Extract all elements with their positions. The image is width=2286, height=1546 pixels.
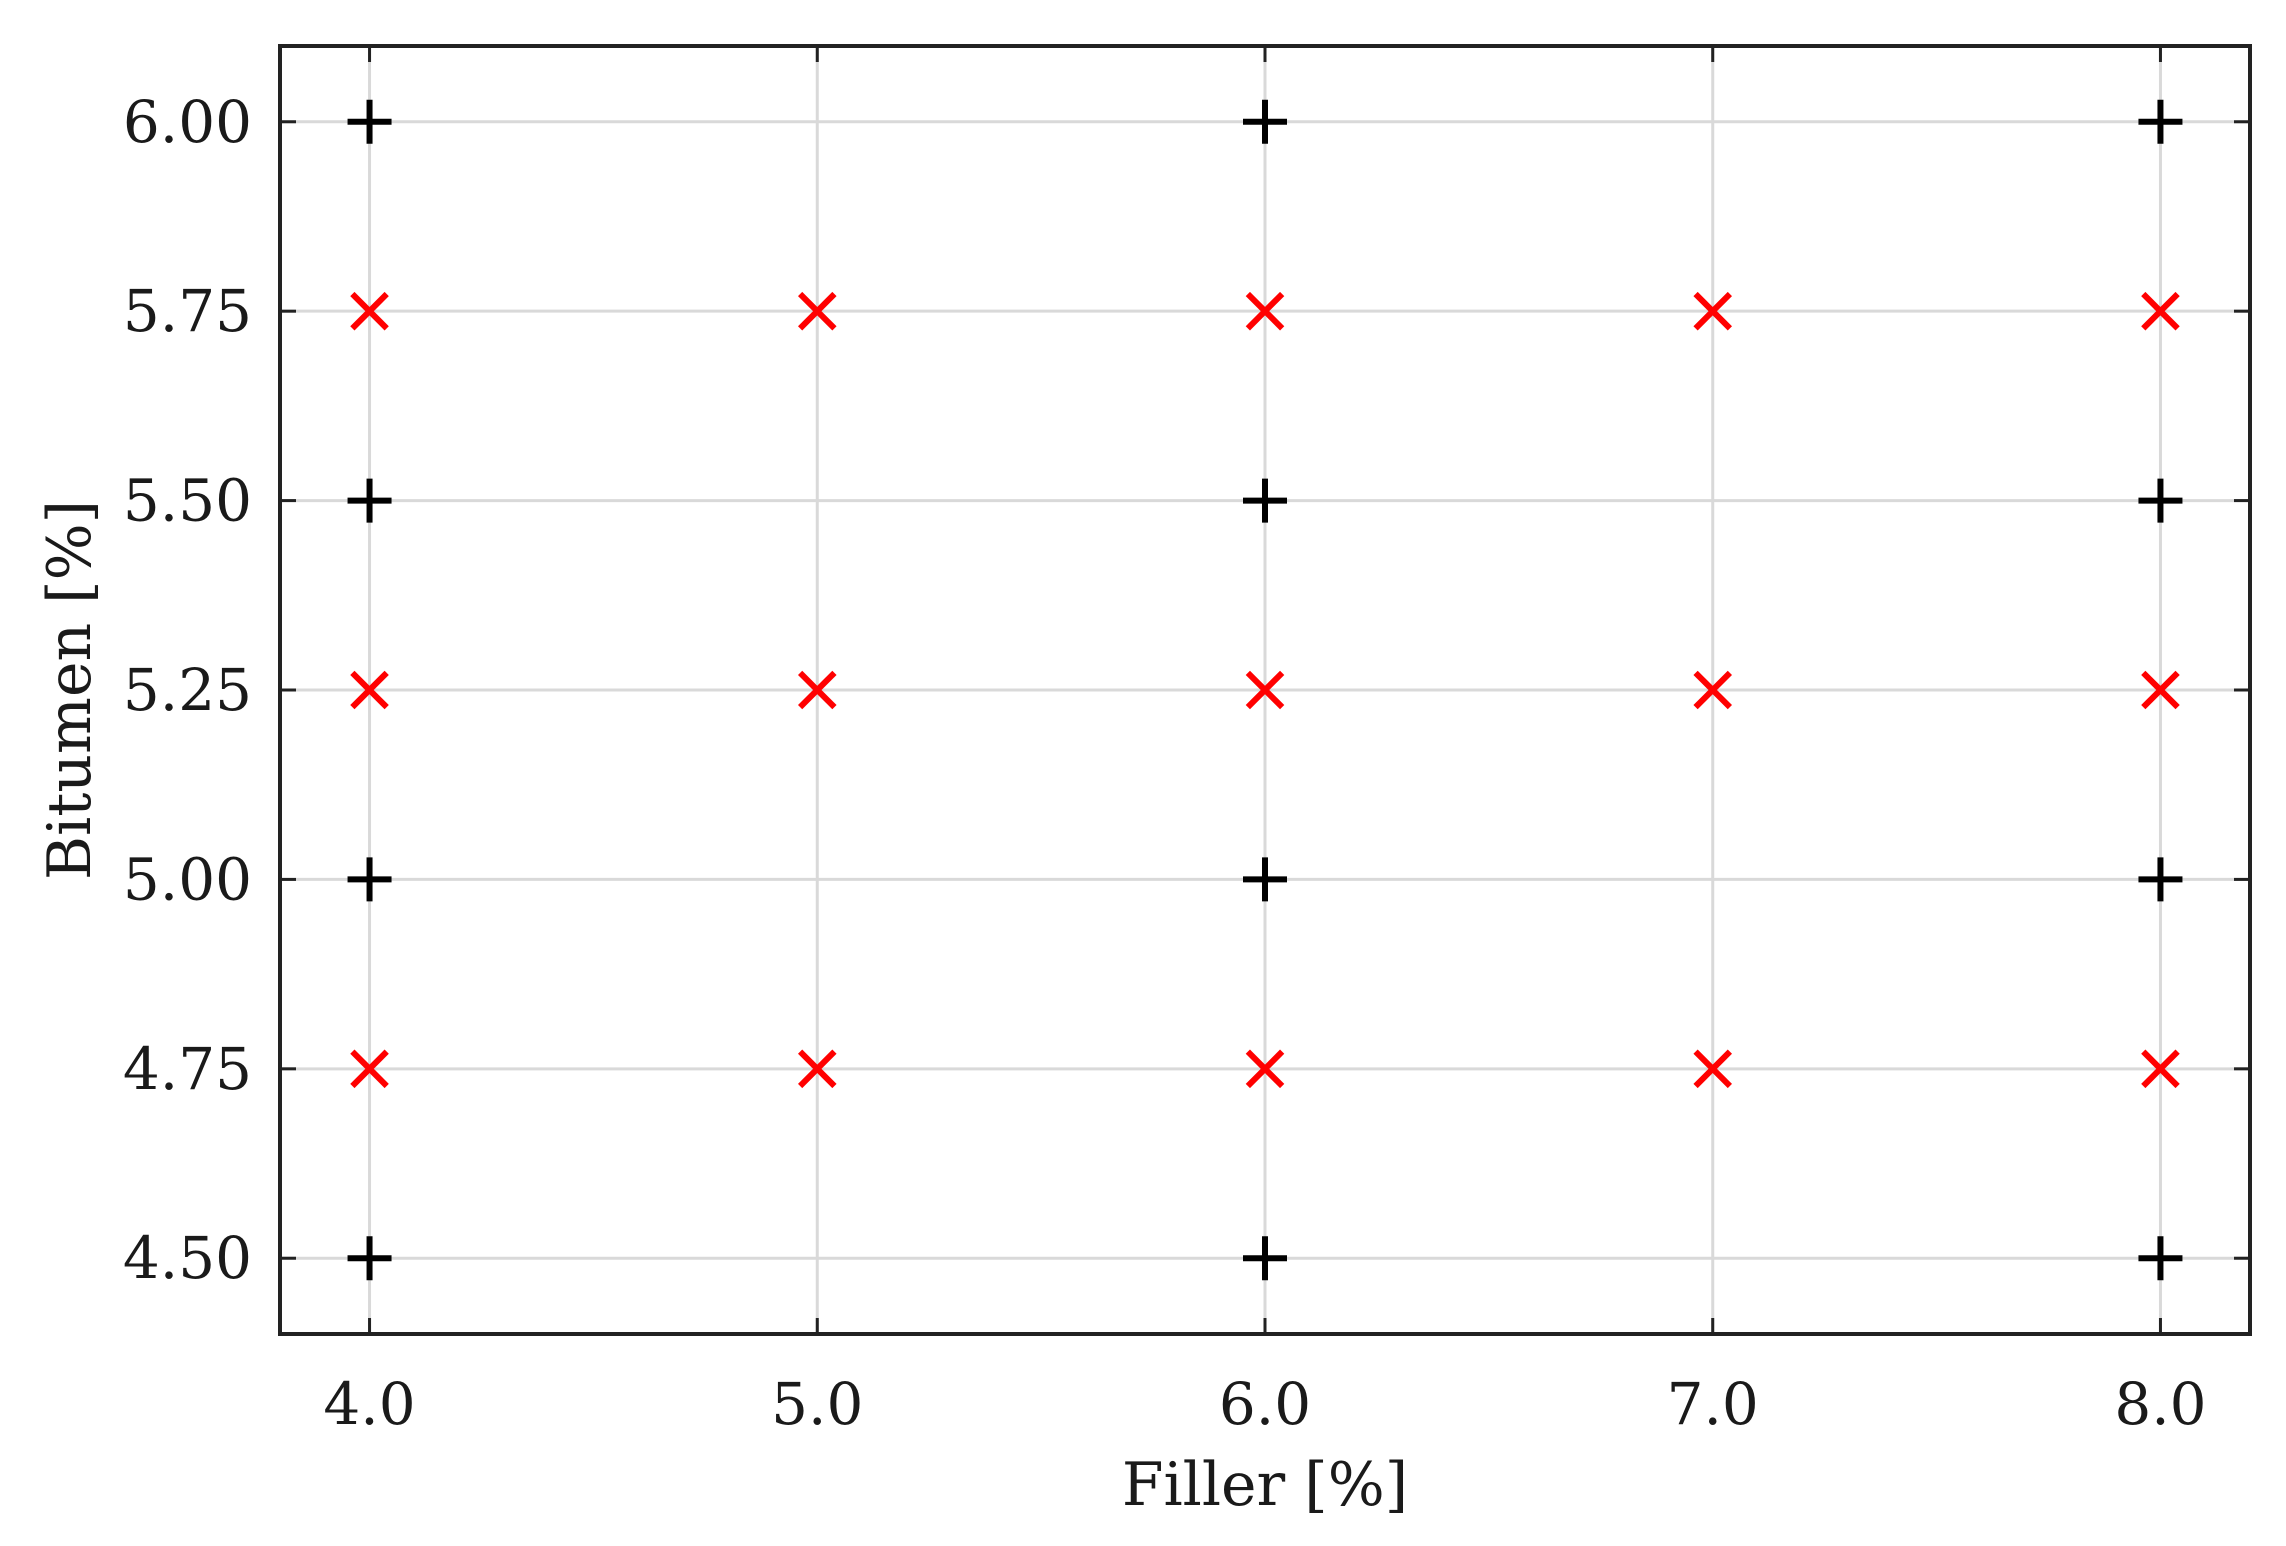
x-marker	[797, 291, 837, 331]
plus-marker	[347, 478, 392, 523]
y-tick-label: 5.50	[123, 467, 252, 535]
x-marker	[2141, 1049, 2180, 1089]
y-tick-label: 5.00	[123, 845, 252, 913]
x-marker	[350, 1049, 389, 1089]
x-tick-label: 5.0	[771, 1370, 863, 1438]
x-tick-label: 6.0	[1219, 1370, 1311, 1438]
x-tick-label: 8.0	[2114, 1370, 2206, 1438]
y-tick-label: 5.25	[123, 656, 252, 724]
x-marker	[1245, 670, 1285, 710]
plus-marker	[347, 857, 392, 902]
y-tick-label: 6.00	[123, 88, 252, 156]
plus-marker	[347, 99, 392, 144]
x-marker	[2141, 291, 2180, 331]
y-tick-label: 5.75	[123, 277, 252, 345]
plus-marker	[2138, 99, 2183, 144]
x-marker	[1245, 1049, 1285, 1089]
x-marker	[1693, 291, 1733, 331]
frame-layer	[278, 44, 2252, 1336]
plus-marker	[347, 1236, 392, 1281]
x-marker	[1693, 670, 1733, 710]
plot-frame	[278, 44, 2252, 1336]
y-tick-label: 4.50	[123, 1224, 252, 1292]
plus-marker	[1243, 99, 1287, 144]
x-marker	[797, 1049, 837, 1089]
plus-marker	[2138, 857, 2183, 902]
x-marker	[797, 670, 837, 710]
x-marker	[2141, 670, 2180, 710]
y-tick-label: 4.75	[123, 1035, 252, 1103]
x-marker	[350, 670, 389, 710]
x-marker	[1245, 291, 1285, 331]
plus-marker	[1243, 478, 1287, 523]
plus-marker	[1243, 857, 1287, 902]
label-layer: Filler [%] Bitumen [%] 4.0 5.0 6.0 7.0 8.0 4.…	[35, 88, 2207, 1520]
x-marker	[350, 291, 389, 331]
x-marker	[1693, 1049, 1733, 1089]
plus-marker	[1243, 1236, 1287, 1281]
plus-marker	[2138, 478, 2183, 523]
x-axis-label: Filler [%]	[1122, 1450, 1408, 1520]
y-axis-label: Bitumen [%]	[35, 500, 105, 880]
x-tick-label: 7.0	[1667, 1370, 1759, 1438]
marks-layer	[347, 99, 2183, 1281]
x-tick-label: 4.0	[323, 1370, 415, 1438]
plus-marker	[2138, 1236, 2183, 1281]
